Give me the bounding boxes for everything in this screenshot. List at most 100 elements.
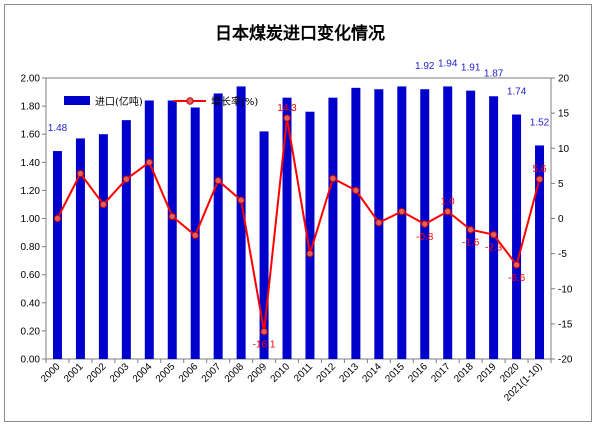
growth-point-2004: [145, 158, 153, 167]
x-tick-label: 2008: [223, 361, 247, 385]
bar-2003: [121, 120, 131, 360]
x-tick-label: 2009: [246, 361, 270, 385]
growth-value-label: -1.6: [462, 238, 480, 249]
y-left-tick-label: 0.80: [21, 242, 41, 253]
plot-area: [45, 77, 552, 360]
growth-point-2020: [512, 261, 521, 269]
growth-point-2011: [306, 249, 314, 258]
growth-point-2021(1-10): [535, 175, 544, 183]
legend-swatch-growth-marker: [186, 97, 194, 105]
growth-point-2000: [53, 214, 62, 223]
bar-value-label: 1.94: [438, 58, 458, 69]
growth-point-2002: [99, 200, 108, 209]
bar-2010: [282, 97, 292, 360]
bar-value-label: 1.48: [48, 123, 68, 134]
y-left-tick-label: 0.00: [21, 355, 41, 366]
y-right-tick-label: -20: [558, 355, 573, 366]
bar-2011: [305, 111, 315, 359]
growth-value-label: 5.6: [533, 164, 547, 175]
legend-label-growth: 增长率(%): [211, 95, 258, 108]
growth-point-2001: [76, 169, 85, 178]
bar-2013: [351, 87, 361, 360]
bar-2020: [512, 114, 522, 359]
bar-2009: [259, 131, 269, 359]
x-tick-label: 2013: [337, 361, 361, 385]
x-tick-label: 2002: [85, 361, 109, 385]
growth-point-2009: [260, 327, 268, 336]
bar-2004: [144, 100, 154, 359]
growth-point-2018: [466, 226, 475, 234]
x-tick-label: 2001: [62, 361, 86, 385]
bar-value-label: 1.92: [415, 61, 435, 72]
line-series: [53, 114, 544, 336]
bar-2017: [443, 86, 453, 360]
bar-2021(1-10): [535, 145, 545, 359]
bar-2019: [489, 96, 499, 359]
y-left-tick-label: 2.00: [21, 74, 41, 85]
bar-value-label: 1.87: [484, 68, 504, 79]
y-left-tick-label: 1.00: [21, 214, 41, 225]
growth-point-2006: [191, 231, 199, 240]
y-left-tick-label: 1.40: [21, 158, 41, 169]
bar-value-label: 1.74: [507, 87, 527, 98]
y-right-tick-label: 20: [558, 74, 570, 85]
growth-point-2016: [421, 220, 429, 228]
y-right-tick-label: 0: [558, 214, 564, 225]
growth-point-2010: [283, 114, 291, 122]
growth-line: [56, 117, 541, 332]
y-right-tick-label: -10: [558, 284, 573, 295]
y-right-tick-label: -15: [558, 319, 573, 330]
growth-point-2014: [375, 219, 383, 227]
growth-value-label: -16.1: [253, 340, 276, 351]
x-tick-label: 2019: [475, 361, 499, 385]
legend-label-imports: 进口(亿吨): [95, 95, 143, 108]
bar-2007: [213, 93, 223, 359]
x-tick-label: 2005: [154, 361, 178, 385]
x-tick-label: 2016: [406, 361, 430, 385]
x-tick-label: 2007: [200, 361, 224, 385]
growth-point-2003: [122, 175, 131, 183]
growth-point-2005: [168, 212, 176, 221]
chart-title: 日本煤炭进口变化情况: [215, 23, 385, 44]
y-left-tick-label: 0.40: [21, 298, 41, 309]
x-tick-label: 2010: [269, 361, 293, 385]
y-left-tick-label: 0.20: [21, 326, 41, 337]
x-tick-label: 2011: [292, 361, 315, 384]
bar-2005: [167, 100, 177, 359]
x-tick-label: 2004: [131, 361, 155, 385]
plot-border: [45, 77, 552, 360]
x-tick-label: 2017: [429, 361, 453, 385]
y-left-tick-label: 1.80: [21, 102, 41, 113]
x-tick-label: 2003: [108, 361, 132, 385]
y-left-tick-label: 1.20: [21, 186, 41, 197]
growth-value-label: -0.8: [416, 232, 434, 243]
y-right-tick-label: 5: [558, 179, 564, 190]
growth-value-label: 1.0: [441, 196, 455, 207]
bar-2018: [466, 90, 476, 360]
y-right-tick-label: -5: [558, 249, 567, 260]
growth-point-2007: [214, 176, 222, 185]
growth-point-2019: [489, 230, 498, 239]
bar-2002: [98, 134, 108, 359]
x-tick-label: 2015: [383, 361, 407, 385]
growth-point-2017: [444, 207, 452, 216]
y-left-tick-label: 0.60: [21, 270, 41, 281]
legend: 进口(亿吨) 增长率(%): [64, 95, 258, 108]
legend-swatch-imports: [64, 96, 90, 105]
y-right-tick-label: 10: [558, 144, 570, 155]
growth-value-label: -2.3: [485, 243, 503, 254]
x-tick-label: 2014: [360, 361, 384, 385]
y-right-tick-label: 15: [558, 109, 570, 120]
bar-2000: [52, 151, 62, 359]
growth-point-2008: [237, 196, 245, 204]
growth-point-2013: [352, 186, 360, 195]
growth-value-label: 14.3: [277, 103, 297, 114]
x-tick-label: 2012: [315, 361, 339, 385]
bar-value-label: 1.52: [530, 117, 550, 128]
bar-2008: [236, 86, 246, 360]
x-tick-label: 2000: [39, 361, 63, 385]
bar-2015: [397, 86, 407, 360]
growth-point-2015: [398, 207, 406, 216]
x-tick-label: 2006: [177, 361, 201, 385]
